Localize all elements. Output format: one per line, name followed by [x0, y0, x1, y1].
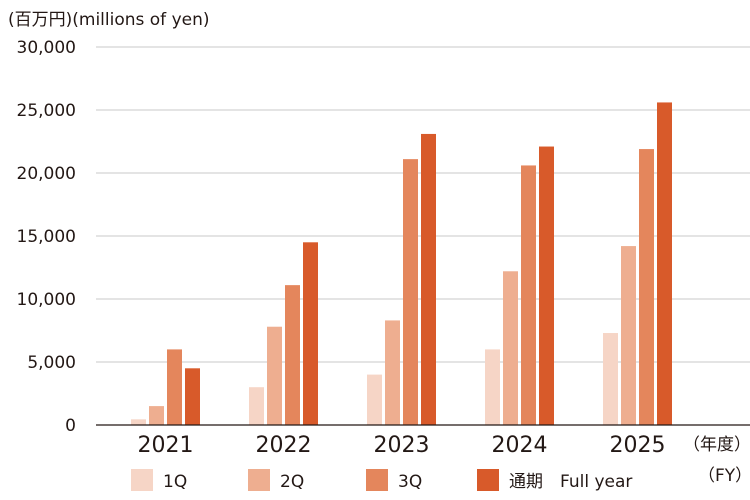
bar	[303, 242, 318, 425]
bar	[403, 159, 418, 425]
x-axis-sublabel: （FY）	[698, 466, 750, 486]
legend-label: 通期 Full year	[509, 472, 632, 492]
y-axis-unit-label: (百万円)(millions of yen)	[8, 10, 210, 30]
y-tick-label: 30,000	[17, 38, 76, 58]
bar	[521, 165, 536, 425]
x-category-label: 2022	[256, 433, 312, 458]
y-tick-label: 5,000	[27, 353, 76, 373]
bars	[131, 102, 672, 426]
x-category-label: 2023	[374, 433, 430, 458]
bar	[503, 271, 518, 425]
bar	[421, 133, 436, 425]
bar	[249, 387, 264, 425]
y-axis-ticks: 0 5,000 10,000 15,000 20,000 25,000 30,000	[17, 38, 76, 436]
bar	[167, 349, 182, 425]
legend-swatch	[131, 469, 153, 491]
bar	[185, 368, 200, 425]
y-tick-label: 10,000	[17, 290, 76, 310]
legend-swatch	[366, 469, 388, 491]
x-axis-label: （年度）	[683, 435, 750, 455]
x-category-label: 2025	[610, 433, 666, 458]
x-category-label: 2024	[492, 433, 548, 458]
legend: 1Q 2Q 3Q 通期 Full year	[131, 469, 632, 492]
bar	[367, 374, 382, 425]
bar	[539, 146, 554, 426]
legend-swatch	[477, 469, 499, 491]
bar	[149, 406, 164, 425]
bar	[621, 246, 636, 425]
legend-label: 1Q	[163, 472, 187, 492]
bar	[639, 149, 654, 425]
bar	[603, 333, 618, 425]
bar	[385, 320, 400, 425]
y-tick-label: 20,000	[17, 164, 76, 184]
legend-label: 2Q	[280, 472, 304, 492]
bar	[285, 285, 300, 425]
y-tick-label: 0	[65, 416, 76, 436]
legend-label: 3Q	[398, 472, 422, 492]
bar	[485, 349, 500, 425]
legend-swatch	[248, 469, 270, 491]
x-axis-categories: 2021 2022 2023 2024 2025	[138, 433, 666, 458]
bar	[657, 102, 672, 425]
y-tick-label: 25,000	[17, 101, 76, 121]
x-category-label: 2021	[138, 433, 194, 458]
y-tick-label: 15,000	[17, 227, 76, 247]
bar	[131, 419, 146, 425]
bar	[267, 326, 282, 425]
